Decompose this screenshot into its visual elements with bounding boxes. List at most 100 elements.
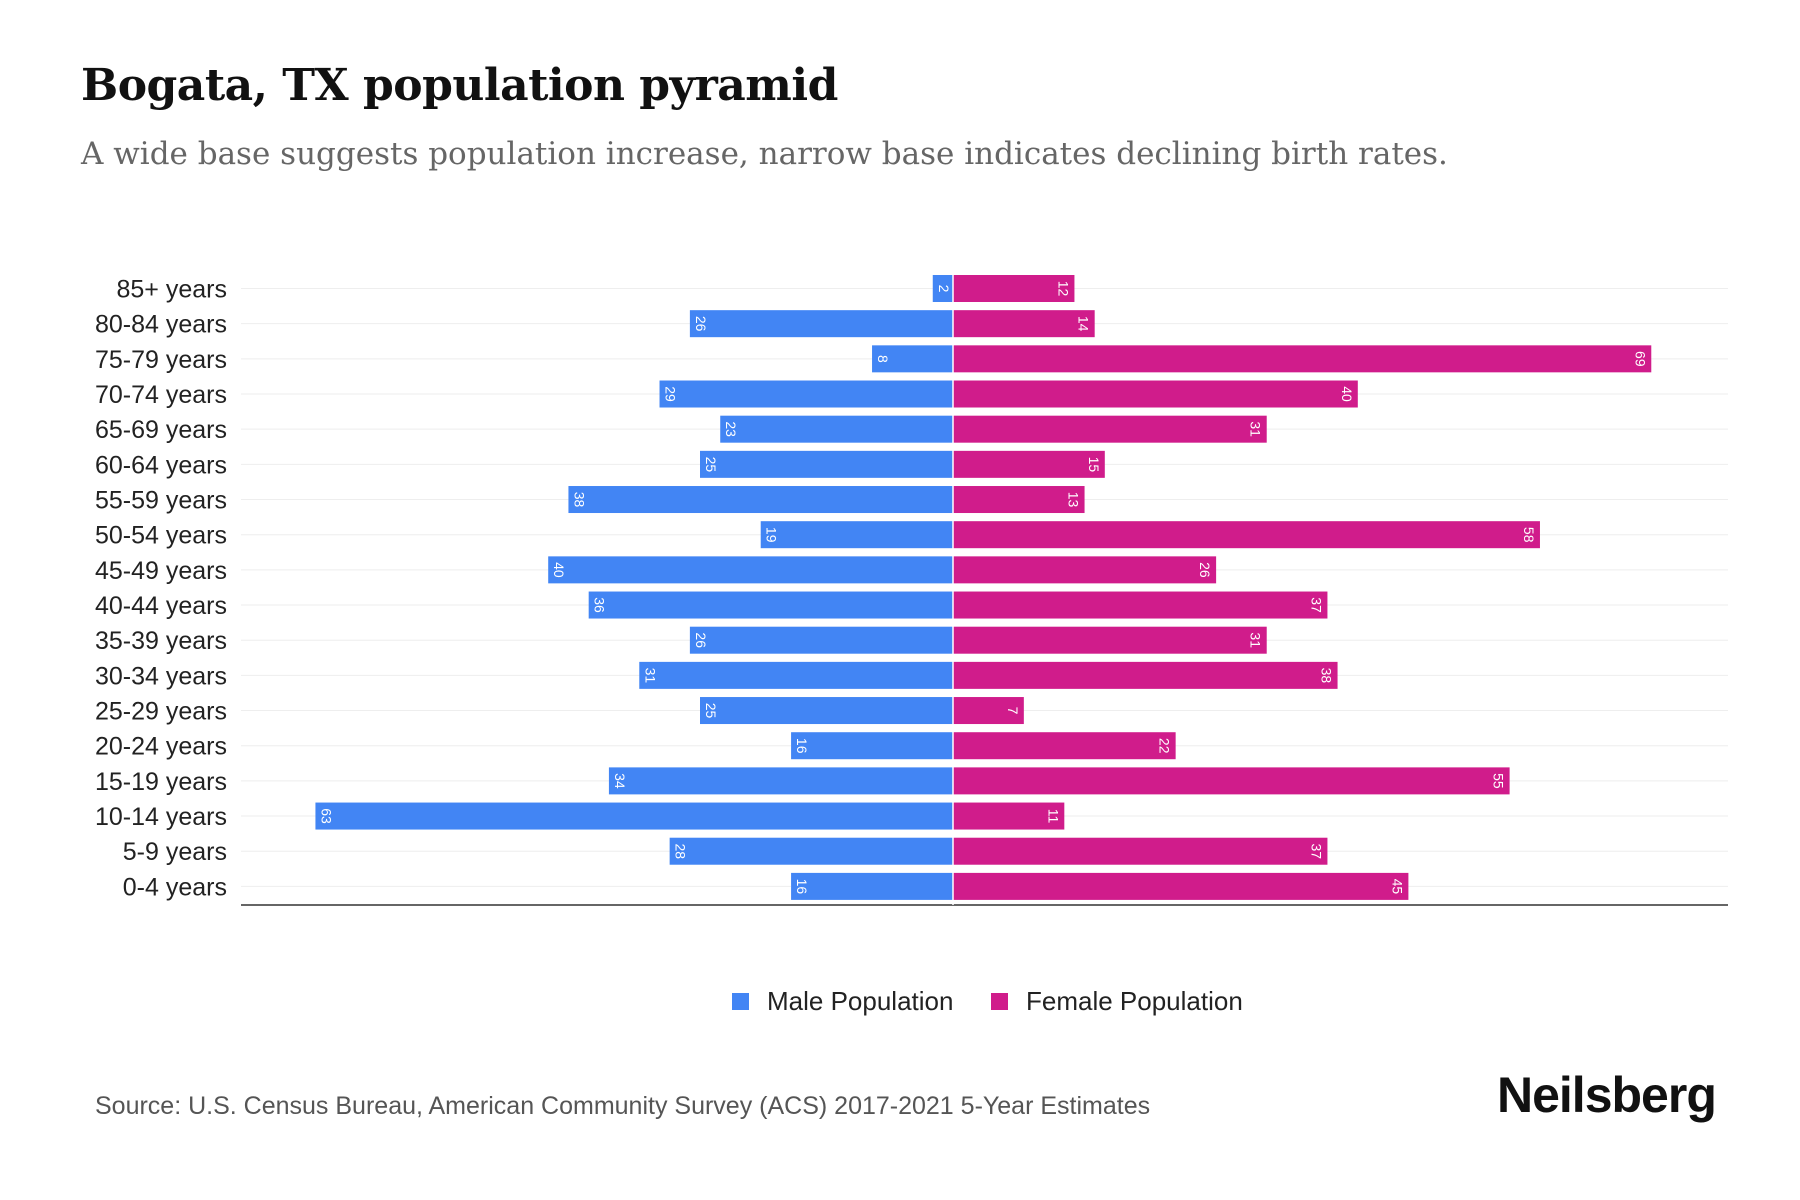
female-bar — [953, 697, 1024, 725]
female-value-label: 69 — [1632, 351, 1648, 367]
female-bar — [953, 556, 1217, 584]
female-bar — [953, 450, 1105, 478]
female-value-label: 12 — [1055, 281, 1071, 297]
age-group-label: 5-9 years — [123, 838, 227, 866]
female-value-label: 55 — [1491, 773, 1507, 789]
age-group-label: 55-59 years — [95, 487, 227, 515]
female-value-label: 22 — [1157, 738, 1173, 754]
male-value-label: 28 — [673, 843, 689, 859]
female-value-label: 31 — [1248, 421, 1264, 437]
age-group-label: 25-29 years — [95, 698, 227, 726]
age-group-label: 0-4 years — [123, 873, 227, 901]
legend-male-label: Male Population — [767, 986, 954, 1016]
male-bar — [689, 626, 953, 654]
female-bar — [953, 380, 1358, 408]
male-bar — [700, 450, 953, 478]
chart-subtitle: A wide base suggests population increase… — [81, 136, 1448, 172]
male-value-label: 34 — [612, 773, 628, 789]
female-bar — [953, 310, 1095, 338]
age-group-label: 70-74 years — [95, 381, 227, 409]
legend-male: Male Population — [732, 986, 953, 1017]
age-group-label: 60-64 years — [95, 451, 227, 479]
female-value-label: 14 — [1076, 316, 1092, 332]
male-value-label: 29 — [663, 386, 679, 402]
male-value-label: 38 — [571, 492, 587, 508]
male-bar — [700, 697, 953, 725]
male-value-label: 23 — [723, 421, 739, 437]
female-value-label: 13 — [1066, 492, 1082, 508]
male-value-label: 40 — [551, 562, 567, 578]
chart-title: Bogata, TX population pyramid — [81, 60, 838, 111]
male-bar — [588, 591, 953, 619]
male-bar — [608, 767, 953, 795]
female-bar — [953, 521, 1540, 549]
female-value-label: 58 — [1521, 527, 1537, 543]
age-group-label: 75-79 years — [95, 346, 227, 374]
female-bar — [953, 626, 1267, 654]
legend-female: Female Population — [991, 986, 1243, 1017]
female-bar — [953, 415, 1267, 443]
female-value-label: 15 — [1086, 457, 1102, 473]
male-value-label: 36 — [592, 597, 608, 613]
age-group-label: 20-24 years — [95, 733, 227, 761]
male-bar — [791, 872, 953, 900]
male-bar — [669, 837, 953, 865]
male-bar — [659, 380, 953, 408]
neilsberg-logo: Neilsberg — [1497, 1067, 1717, 1123]
male-bar — [720, 415, 953, 443]
legend-female-swatch — [991, 993, 1008, 1010]
female-bar — [953, 872, 1409, 900]
female-value-label: 7 — [1005, 707, 1021, 715]
female-bar — [953, 345, 1652, 373]
age-group-label: 15-19 years — [95, 768, 227, 796]
male-bar — [872, 345, 953, 373]
legend-female-label: Female Population — [1026, 986, 1243, 1016]
age-group-label: 65-69 years — [95, 416, 227, 444]
male-value-label: 26 — [693, 316, 709, 332]
age-group-label: 80-84 years — [95, 311, 227, 339]
male-bar — [548, 556, 953, 584]
male-bar — [639, 661, 953, 689]
female-value-label: 37 — [1308, 597, 1324, 613]
male-bar — [760, 521, 953, 549]
female-bar — [953, 661, 1338, 689]
male-value-label: 8 — [875, 355, 891, 363]
age-group-label: 45-49 years — [95, 557, 227, 585]
female-value-label: 11 — [1045, 809, 1061, 824]
female-bar — [953, 802, 1065, 830]
female-bar — [953, 275, 1075, 302]
male-bar — [932, 275, 953, 302]
male-value-label: 31 — [642, 668, 658, 684]
female-value-label: 26 — [1197, 562, 1213, 578]
legend-male-swatch — [732, 993, 749, 1010]
male-value-label: 25 — [703, 457, 719, 473]
age-group-label: 30-34 years — [95, 662, 227, 690]
female-value-label: 37 — [1308, 843, 1324, 859]
male-value-label: 16 — [794, 738, 810, 754]
female-value-label: 45 — [1389, 879, 1405, 895]
female-value-label: 38 — [1319, 668, 1335, 684]
female-value-label: 31 — [1248, 632, 1264, 648]
male-bar — [315, 802, 953, 830]
age-group-label: 35-39 years — [95, 627, 227, 655]
age-group-label: 10-14 years — [95, 803, 227, 831]
male-value-label: 16 — [794, 879, 810, 895]
male-bar — [568, 486, 953, 514]
male-bar — [791, 732, 953, 760]
age-group-label: 85+ years — [117, 276, 228, 304]
male-value-label: 63 — [318, 808, 334, 824]
female-bar — [953, 767, 1510, 795]
female-bar — [953, 486, 1085, 514]
male-value-label: 19 — [764, 527, 780, 543]
source-note: Source: U.S. Census Bureau, American Com… — [95, 1092, 1151, 1120]
female-bar — [953, 837, 1328, 865]
male-value-label: 2 — [936, 285, 952, 293]
male-bar — [689, 310, 953, 338]
female-bar — [953, 591, 1328, 619]
age-group-label: 50-54 years — [95, 522, 227, 550]
age-group-label: 40-44 years — [95, 592, 227, 620]
male-value-label: 26 — [693, 632, 709, 648]
female-bar — [953, 732, 1176, 760]
female-value-label: 40 — [1339, 386, 1355, 402]
